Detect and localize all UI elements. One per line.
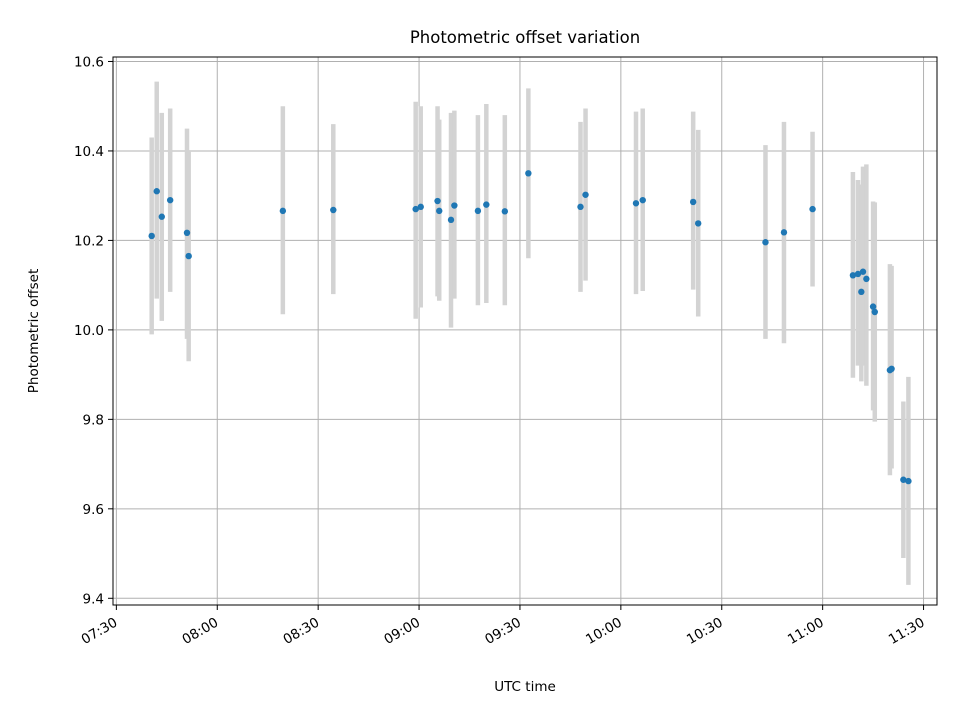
x-tick-label: 08:30 (280, 615, 322, 648)
data-point (153, 188, 160, 195)
data-point (762, 239, 769, 246)
error-bars (149, 81, 911, 585)
x-tick-label: 10:00 (583, 615, 625, 648)
data-point (279, 207, 287, 215)
data-point (858, 288, 865, 296)
data-point (695, 220, 702, 227)
data-point (863, 275, 870, 283)
y-tick-label: 10.4 (74, 144, 104, 160)
data-point (905, 477, 912, 485)
data-point (780, 229, 788, 236)
data-point (577, 203, 584, 211)
data-point (185, 252, 192, 260)
ticks (108, 60, 925, 610)
plot-frame (112, 56, 938, 606)
x-tick-label: 11:00 (785, 615, 827, 648)
data-point (158, 213, 165, 220)
data-point (871, 308, 878, 316)
data-point (183, 229, 191, 237)
tick-labels: 07:30 08:00 08:30 09:00 09:30 10:00 10:30 11:00… (74, 54, 928, 647)
data-points (148, 170, 912, 485)
data-point (582, 191, 589, 198)
data-point (632, 200, 640, 207)
y-tick-label: 10.6 (74, 54, 104, 70)
data-point (412, 205, 419, 213)
data-point (888, 365, 895, 373)
y-tick-label: 10.2 (74, 233, 104, 249)
x-tick-label: 09:30 (482, 615, 524, 648)
data-point (849, 272, 857, 279)
y-axis-label: Photometric offset (26, 269, 42, 393)
data-point (447, 216, 455, 224)
data-point (483, 201, 490, 208)
data-point (525, 170, 532, 177)
data-point (474, 207, 482, 215)
y-tick-label: 9.8 (83, 412, 104, 428)
x-tick-label: 08:00 (180, 615, 222, 648)
x-tick-label: 07:30 (79, 615, 121, 648)
data-point (689, 198, 697, 206)
x-tick-label: 10:30 (684, 615, 726, 648)
y-tick-label: 9.6 (83, 502, 104, 518)
data-point (869, 303, 877, 310)
chart-title: Photometric offset variation (410, 28, 640, 47)
data-point (854, 270, 862, 278)
data-point (434, 197, 441, 205)
y-tick-label: 9.4 (83, 591, 104, 607)
data-point (900, 476, 907, 483)
data-point (436, 207, 443, 215)
data-point (330, 206, 337, 214)
data-point (639, 196, 646, 204)
data-point (148, 232, 155, 240)
data-point (451, 202, 458, 209)
x-tick-label: 11:30 (886, 615, 928, 648)
x-axis-label: UTC time (494, 679, 556, 695)
data-point (809, 205, 816, 213)
data-point (859, 268, 867, 275)
x-tick-label: 09:00 (381, 615, 423, 648)
grid (113, 57, 937, 605)
data-point (166, 196, 174, 204)
data-point (417, 203, 424, 211)
y-tick-label: 10.0 (74, 323, 104, 339)
data-point (501, 208, 509, 215)
